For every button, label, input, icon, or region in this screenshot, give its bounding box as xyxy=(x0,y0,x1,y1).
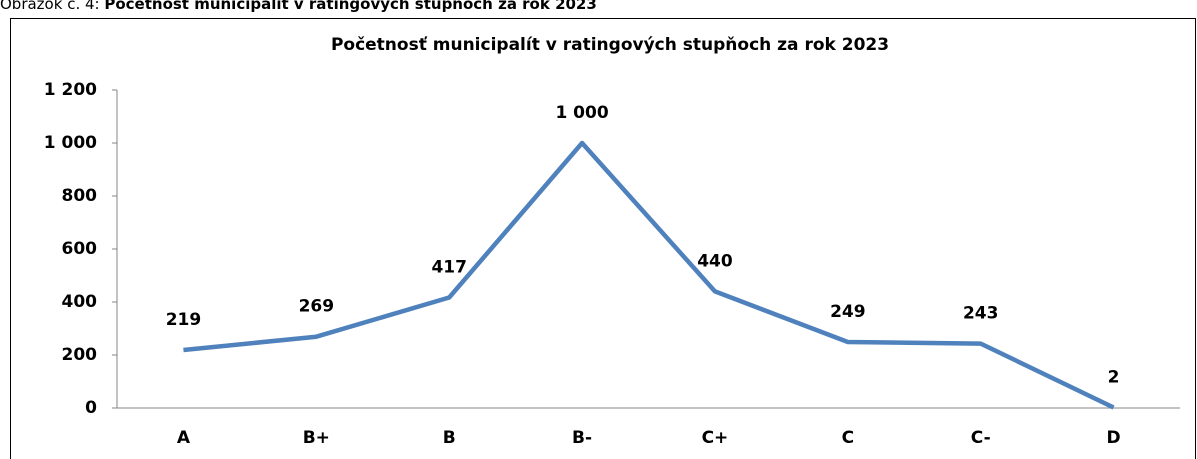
x-tick-label: A xyxy=(177,428,191,448)
x-tick-label: B+ xyxy=(303,428,330,448)
data-label: 219 xyxy=(166,310,202,330)
data-label: 2 xyxy=(1108,367,1120,387)
caption-title: Početnosť municipalít v ratingových stup… xyxy=(104,0,596,13)
x-tick-label: B- xyxy=(572,428,592,448)
y-tick-label: 600 xyxy=(62,239,98,259)
x-tick-label: B xyxy=(443,428,456,448)
data-label: 417 xyxy=(431,257,467,277)
y-tick-label: 400 xyxy=(62,292,98,312)
y-tick-label: 1 200 xyxy=(44,80,97,100)
x-tick-label: D xyxy=(1107,428,1121,448)
data-label: 1 000 xyxy=(555,103,608,123)
x-tick-label: C xyxy=(842,428,854,448)
y-tick-label: 1 000 xyxy=(44,133,97,153)
y-tick-label: 800 xyxy=(62,186,98,206)
data-label: 249 xyxy=(830,302,866,322)
y-tick-label: 0 xyxy=(85,398,97,418)
data-label: 243 xyxy=(963,304,999,324)
chart-border xyxy=(10,18,1196,459)
caption-prefix: Obrázok č. 4: xyxy=(0,0,100,13)
line-series xyxy=(183,140,1115,410)
caption: Obrázok č. 4: Početnosť municipalít v ra… xyxy=(0,0,597,13)
x-tick-label: C+ xyxy=(702,428,729,448)
x-tick-label: C- xyxy=(971,428,991,448)
chart-title: Početnosť municipalít v ratingových stup… xyxy=(331,35,889,55)
y-tick-label: 200 xyxy=(62,345,98,365)
data-label: 440 xyxy=(697,251,733,271)
data-label: 269 xyxy=(299,297,335,317)
